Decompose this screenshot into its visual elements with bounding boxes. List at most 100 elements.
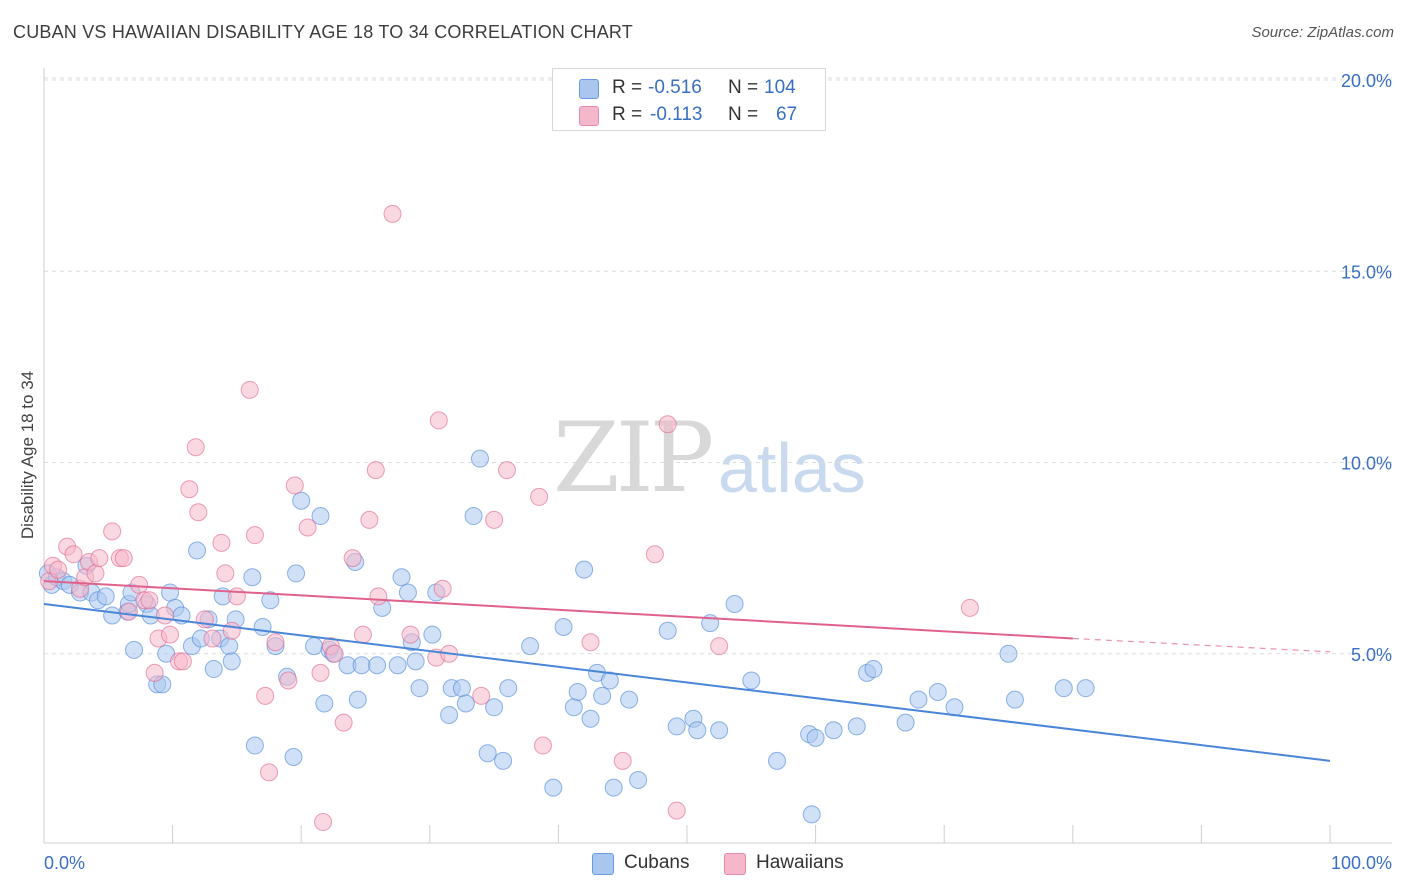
hawaiian-point (366, 461, 385, 480)
cuban-point (287, 564, 306, 583)
hawaiian-point (360, 510, 379, 529)
cuban-point (243, 568, 262, 587)
cuban-point (440, 705, 459, 724)
hawaiian-point (161, 625, 180, 644)
cuban-point (311, 507, 330, 526)
hawaiian-point (222, 621, 241, 640)
cuban-point (688, 721, 707, 740)
hawaiian-point (64, 545, 83, 564)
cubans-swatch (579, 79, 599, 99)
cuban-point (253, 617, 272, 636)
hawaiian-point (145, 663, 164, 682)
hawaiian-point (667, 801, 686, 820)
cuban-point (188, 541, 207, 560)
cuban-point (620, 690, 639, 709)
hawaiian-point (401, 625, 420, 644)
cuban-point (348, 690, 367, 709)
hawaiian-point (645, 545, 664, 564)
cuban-point (554, 617, 573, 636)
cuban-point (392, 568, 411, 587)
cuban-point (847, 717, 866, 736)
hawaiian-point (256, 686, 275, 705)
cuban-point (564, 698, 583, 717)
cuban-point (204, 660, 223, 679)
cuban-point (410, 679, 429, 698)
hawaiian-point (130, 575, 149, 594)
stats-row-hawaiians: R = -0.113 N = 67 (553, 100, 825, 128)
cuban-point (398, 583, 417, 602)
cuban-point (928, 683, 947, 701)
cuban-point (806, 728, 825, 747)
cuban-point (125, 640, 144, 659)
hawaiian-point (314, 813, 333, 832)
cuban-point (575, 560, 594, 579)
hawaiian-point (203, 629, 222, 648)
hawaiian-point (613, 751, 632, 770)
hawaiian-point (114, 549, 133, 568)
n-label: N = (728, 104, 759, 125)
hawaiian-point (533, 736, 552, 755)
hawaiian-point (266, 633, 285, 652)
y-tick-label: 15.0% (1341, 262, 1392, 282)
hawaiian-point (960, 598, 979, 617)
hawaiian-point (485, 510, 504, 529)
hawaiian-point (227, 587, 246, 606)
watermark-atlas: atlas (718, 429, 866, 507)
cuban-point (710, 721, 729, 740)
r-value: -0.516 (648, 77, 702, 98)
y-tick-label: 10.0% (1341, 454, 1392, 474)
cuban-point (725, 595, 744, 614)
cuban-point (352, 656, 371, 675)
cuban-point (824, 721, 843, 740)
cubans-legend-swatch (592, 853, 614, 875)
cuban-point (284, 748, 303, 767)
cuban-point (103, 606, 122, 625)
chart-title: CUBAN VS HAWAIIAN DISABILITY AGE 18 TO 3… (13, 22, 633, 42)
r-label: R = (612, 104, 643, 125)
cuban-point (667, 717, 686, 736)
n-value: 67 (776, 104, 798, 125)
hawaiian-point (285, 476, 304, 495)
hawaiian-point (369, 587, 388, 606)
cuban-point (388, 656, 407, 675)
hawaiian-point (530, 487, 549, 506)
r-value: -0.113 (650, 104, 703, 125)
cuban-point (96, 587, 115, 606)
hawaiian-point (155, 606, 174, 625)
y-tick-label: 5.0% (1351, 645, 1392, 665)
cuban-point (499, 679, 518, 698)
hawaiian-point (343, 549, 362, 568)
cuban-point (593, 686, 612, 705)
cuban-point (999, 644, 1018, 663)
cuban-point (568, 683, 587, 701)
cuban-trend-line (43, 603, 1331, 762)
cuban-point (581, 709, 600, 728)
hawaiian-point (180, 480, 199, 499)
n-label: N = (728, 77, 759, 98)
cuban-point (220, 637, 239, 656)
cuban-point (222, 652, 241, 671)
cuban-point (1076, 679, 1095, 698)
cuban-point (945, 698, 964, 717)
hawaiian-trend-line (43, 580, 1073, 640)
cuban-point (406, 652, 425, 671)
cuban-point (452, 679, 471, 698)
cuban-point (768, 751, 787, 770)
cuban-point (315, 694, 334, 713)
cuban-point (1054, 679, 1073, 698)
cuban-point (658, 621, 677, 640)
cuban-point (604, 778, 623, 797)
cuban-point (161, 583, 180, 602)
hawaiian-point (49, 560, 68, 579)
hawaiian-point (260, 763, 279, 782)
hawaiian-point (173, 652, 192, 671)
source-credit: Source: ZipAtlas.com (1251, 24, 1394, 41)
legend-label: Cubans (624, 852, 690, 873)
watermark-zip: ZIP (553, 402, 714, 514)
hawaiian-point (353, 625, 372, 644)
cuban-point (305, 637, 324, 656)
r-label: R = (612, 77, 643, 98)
hawaiian-point (103, 522, 122, 541)
hawaiian-point (383, 204, 402, 223)
stats-box: R = -0.516 N = 104 R = -0.113 N = 67 (552, 68, 826, 131)
